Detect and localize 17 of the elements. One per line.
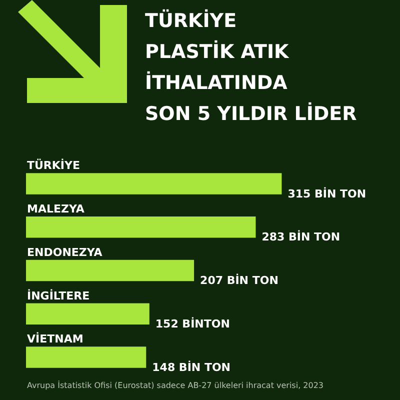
chart-title: TÜRKİYE PLASTİK ATIK İTHALATINDA SON 5 YILDIR LİDER: [145, 8, 357, 127]
text: Avrupa İstatistik Ofisi (Eurostat) sadece AB-27 ülkeleri ihracat verisi, 2023: [27, 381, 324, 390]
y-tick-label: İNGİLTERE: [27, 288, 90, 302]
bar: [26, 303, 150, 325]
y-tick-label: TÜRKİYE: [27, 158, 80, 172]
bar: [26, 260, 194, 282]
data-label: 148 BİN TON: [152, 360, 231, 374]
bar: [26, 173, 282, 194]
data-label: 207 BİN TON: [200, 273, 278, 288]
data-label: 152 BİNTON: [155, 316, 230, 331]
y-tick-label: VİETNAM: [27, 332, 84, 346]
y-tick-label: MALEZYA: [27, 202, 85, 216]
y-tick-label: ENDONEZYA: [27, 246, 103, 259]
bar: [26, 346, 146, 368]
bar: [26, 216, 256, 238]
data-label: 283 BİN TON: [262, 230, 340, 244]
data-label: 315 BİN TON: [288, 186, 366, 200]
